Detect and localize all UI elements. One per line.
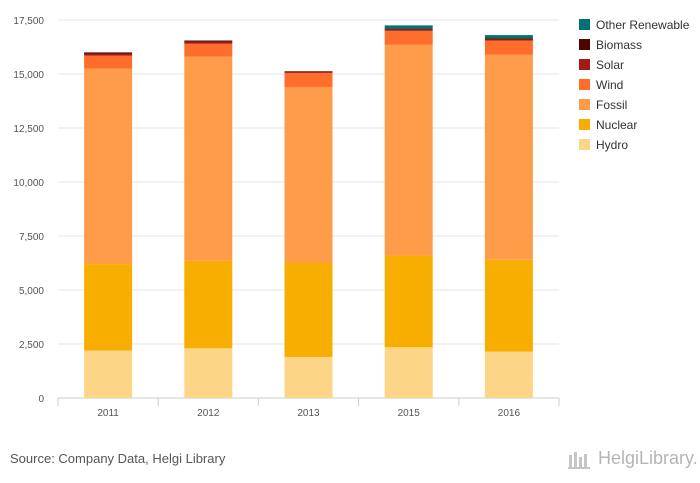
bar-segment-fossil[interactable]	[84, 68, 133, 265]
bar-segment-biomass[interactable]	[384, 28, 433, 30]
y-tick-label: 7,500	[19, 232, 44, 243]
bar-segment-biomass[interactable]	[84, 52, 133, 54]
x-tick-label: 2015	[398, 408, 421, 419]
bar-segment-nuclear[interactable]	[184, 260, 233, 349]
legend-swatch	[579, 99, 590, 110]
legend-swatch	[579, 19, 590, 30]
legend-label[interactable]: Nuclear	[596, 118, 637, 132]
bar-segment-fossil[interactable]	[284, 86, 333, 264]
y-tick-label: 0	[38, 394, 44, 405]
bar-stacks	[84, 25, 533, 398]
bar-segment-nuclear[interactable]	[484, 259, 533, 352]
bar-segment-nuclear[interactable]	[384, 255, 433, 348]
legend-label[interactable]: Other Renewable	[596, 18, 690, 32]
bar-segment-wind[interactable]	[384, 30, 433, 45]
y-tick-label: 5,000	[19, 286, 44, 297]
brand-name: HelgiLibrary.	[598, 448, 698, 468]
bar-segment-biomass[interactable]	[484, 38, 533, 40]
bar-segment-fossil[interactable]	[384, 44, 433, 256]
source-note: Source: Company Data, Helgi Library	[10, 451, 226, 466]
legend-swatch	[579, 139, 590, 150]
y-tick-label: 2,500	[19, 340, 44, 351]
legend-swatch	[579, 119, 590, 130]
bar-segment-wind[interactable]	[84, 55, 133, 69]
legend: Other Renewable Biomass Solar Wind Fossil Nuc…	[579, 18, 690, 152]
bar-segment-fossil[interactable]	[484, 54, 533, 260]
x-tick-label: 2012	[197, 408, 220, 419]
bar-segment-solar[interactable]	[384, 29, 433, 31]
y-tick-label: 10,000	[13, 178, 44, 189]
legend-swatch	[579, 79, 590, 90]
y-tick-label: 17,500	[13, 16, 44, 27]
bar-segment-nuclear[interactable]	[84, 264, 133, 351]
bar-segment-wind[interactable]	[284, 72, 333, 87]
bar-segment-hydro[interactable]	[84, 350, 133, 398]
bar-segment-solar[interactable]	[484, 39, 533, 41]
bar-segment-wind[interactable]	[484, 40, 533, 55]
y-tick-label: 12,500	[13, 124, 44, 135]
legend-label[interactable]: Fossil	[596, 98, 627, 112]
stacked-bar-chart: 0 2,500 5,000 7,500 10,000 12,500 15,000 17,500…	[13, 16, 690, 419]
legend-label[interactable]: Solar	[596, 58, 624, 72]
brand-logo: HelgiLibrary.	[568, 448, 698, 469]
x-tick-label: 2011	[97, 408, 119, 419]
axes: 0 2,500 5,000 7,500 10,000 12,500 15,000 17,500…	[13, 16, 560, 419]
x-tick-label: 2013	[297, 408, 320, 419]
bar-segment-hydro[interactable]	[384, 347, 433, 398]
bar-segment-solar[interactable]	[284, 71, 333, 73]
library-icon	[568, 451, 590, 469]
bar-segment-biomass[interactable]	[284, 71, 333, 72]
x-tick-label: 2016	[498, 408, 521, 419]
bar-segment-other-renewable[interactable]	[484, 35, 533, 39]
legend-label[interactable]: Hydro	[596, 138, 628, 152]
bar-segment-biomass[interactable]	[184, 40, 233, 42]
bar-segment-hydro[interactable]	[484, 351, 533, 398]
bar-segment-solar[interactable]	[84, 53, 133, 56]
legend-label[interactable]: Biomass	[596, 38, 642, 52]
bar-segment-fossil[interactable]	[184, 56, 233, 261]
bar-segment-solar[interactable]	[184, 41, 233, 44]
bar-segment-other-renewable[interactable]	[384, 25, 433, 29]
bar-segment-nuclear[interactable]	[284, 263, 333, 357]
legend-swatch	[579, 59, 590, 70]
bar-segment-hydro[interactable]	[284, 356, 333, 398]
bar-segment-hydro[interactable]	[184, 348, 233, 398]
legend-label[interactable]: Wind	[596, 78, 623, 92]
bar-segment-wind[interactable]	[184, 43, 233, 57]
legend-swatch	[579, 39, 590, 50]
y-tick-label: 15,000	[13, 70, 44, 81]
